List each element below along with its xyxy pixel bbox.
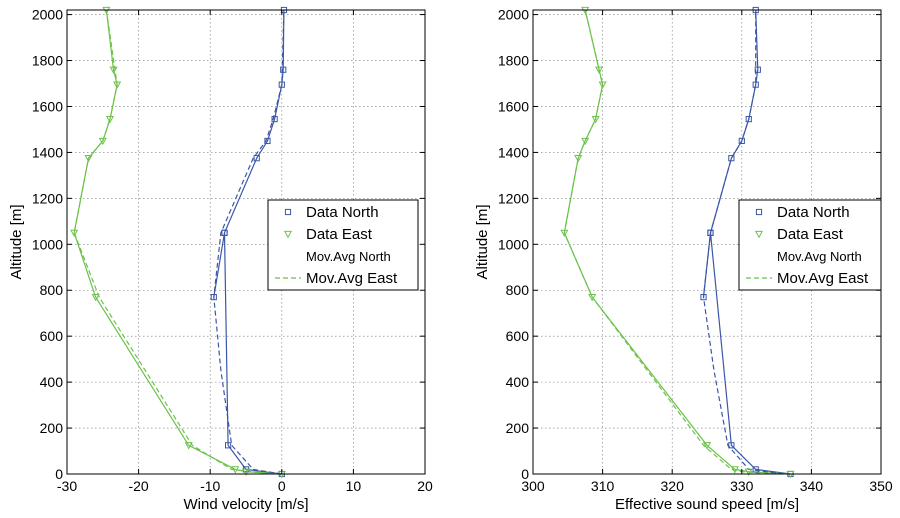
y-tick-label: 1600	[498, 98, 529, 114]
data-point-east	[591, 116, 600, 124]
y-tick-label: 2000	[498, 7, 529, 23]
y-tick-label: 800	[506, 282, 530, 298]
data-point-north	[280, 66, 287, 73]
data-point-north	[728, 155, 735, 162]
legend-entry-label: Data North	[777, 204, 850, 221]
data-point-east	[574, 155, 583, 163]
x-tick-label: 10	[346, 478, 362, 494]
data-point-east	[560, 229, 569, 238]
y-tick-label: 0	[521, 466, 529, 482]
legend-marker-east	[283, 230, 293, 239]
y-axis-label: Altitude [m]	[8, 204, 25, 279]
y-tick-label: 1400	[498, 144, 529, 160]
y-axis-label: Altitude [m]	[474, 204, 491, 279]
y-tick-label: 800	[40, 282, 64, 298]
series-line-4	[73, 9, 275, 475]
y-tick-label: 400	[40, 374, 64, 390]
x-tick-label: 350	[869, 478, 893, 494]
data-point-east	[241, 468, 251, 476]
data-point-north	[210, 294, 217, 301]
data-point-north	[728, 442, 735, 449]
data-point-north	[745, 116, 752, 123]
x-tick-label: 330	[730, 478, 754, 494]
data-point-east	[595, 66, 604, 74]
x-tick-label: 310	[591, 478, 615, 494]
data-point-north	[271, 116, 278, 123]
legend: Data North Data East Mov.Avg North Mov.Avg …	[738, 199, 882, 291]
data-point-north	[264, 137, 271, 145]
data-point-north	[278, 81, 285, 88]
y-tick-label: 400	[506, 374, 530, 390]
legend-box	[267, 199, 419, 291]
data-point-east	[744, 468, 753, 476]
series-line-4	[563, 9, 777, 475]
legend-marker-north	[755, 208, 763, 216]
data-point-east	[98, 137, 107, 146]
y-tick-label: 600	[40, 328, 64, 344]
legend: Data North Data East Mov.Avg North Mov.Avg …	[267, 199, 419, 291]
data-point-north	[221, 229, 228, 236]
data-point-north	[752, 81, 759, 88]
data-point-east	[70, 229, 79, 238]
y-tick-label: 1400	[32, 144, 63, 160]
x-tick-label: -10	[200, 478, 220, 494]
data-point-north	[225, 442, 232, 449]
x-axis-label: Effective sound speed [m/s]	[615, 496, 799, 513]
data-point-east	[84, 155, 93, 163]
legend-entry-label: Mov.Avg East	[306, 270, 398, 287]
y-tick-label: 200	[40, 420, 64, 436]
data-point-east	[730, 466, 739, 474]
data-point-north	[752, 466, 759, 473]
data-point-east	[581, 137, 590, 146]
data-point-east	[598, 81, 607, 89]
legend-entry-label: Mov.Avg North	[306, 249, 391, 264]
y-tick-label: 1600	[32, 98, 63, 114]
series-line-3	[702, 10, 784, 475]
data-point-north	[253, 155, 260, 162]
data-point-east	[113, 81, 122, 89]
legend-entry-label: Mov.Avg North	[777, 249, 862, 264]
y-tick-label: 600	[506, 328, 530, 344]
legend-marker-north	[284, 208, 292, 216]
data-point-east	[588, 294, 597, 302]
x-tick-label: -30	[57, 478, 77, 494]
x-axis-label: Wind velocity [m/s]	[183, 496, 308, 513]
x-tick-label: 340	[800, 478, 824, 494]
data-point-north	[738, 137, 745, 145]
legend-box	[738, 199, 882, 291]
y-tick-label: 1800	[498, 53, 529, 69]
data-point-east	[184, 442, 193, 450]
y-tick-label: 1200	[32, 190, 63, 206]
chart-panel-wind-velocity: -30 -20 -10 0 10 2002004006008001000120014001…	[8, 7, 433, 513]
x-tick-label: 320	[661, 478, 685, 494]
legend-entry-label: Data North	[306, 204, 379, 221]
y-tick-label: 2000	[32, 7, 63, 23]
legend-entry-label: Data East	[777, 226, 844, 243]
legend-entry-label: Data East	[306, 226, 373, 243]
y-tick-label: 1000	[32, 236, 63, 252]
y-tick-label: 0	[55, 466, 63, 482]
data-point-east	[105, 116, 115, 124]
x-tick-label: -20	[128, 478, 148, 494]
y-tick-label: 200	[506, 420, 530, 436]
y-tick-label: 1800	[32, 53, 63, 69]
legend-entry-label: Mov.Avg East	[777, 270, 869, 287]
x-tick-label: 20	[417, 478, 433, 494]
y-tick-label: 1200	[498, 190, 529, 206]
y-tick-label: 1000	[498, 236, 529, 252]
axes-frame	[66, 9, 426, 475]
data-point-east	[109, 66, 118, 74]
data-point-north	[754, 66, 761, 73]
x-tick-label: 300	[521, 478, 545, 494]
series-line-3	[213, 9, 285, 475]
legend-marker-east	[754, 230, 764, 239]
chart-panel-effective-sound-speed: 300 310 320 330 340 350 0 200 400 600 800 1000 1200 1…	[474, 7, 893, 513]
data-point-east	[231, 466, 240, 474]
data-point-north	[700, 294, 707, 301]
data-point-east	[702, 442, 712, 450]
data-point-north	[707, 229, 714, 236]
x-tick-label: 0	[278, 478, 286, 494]
data-point-east	[91, 294, 100, 302]
